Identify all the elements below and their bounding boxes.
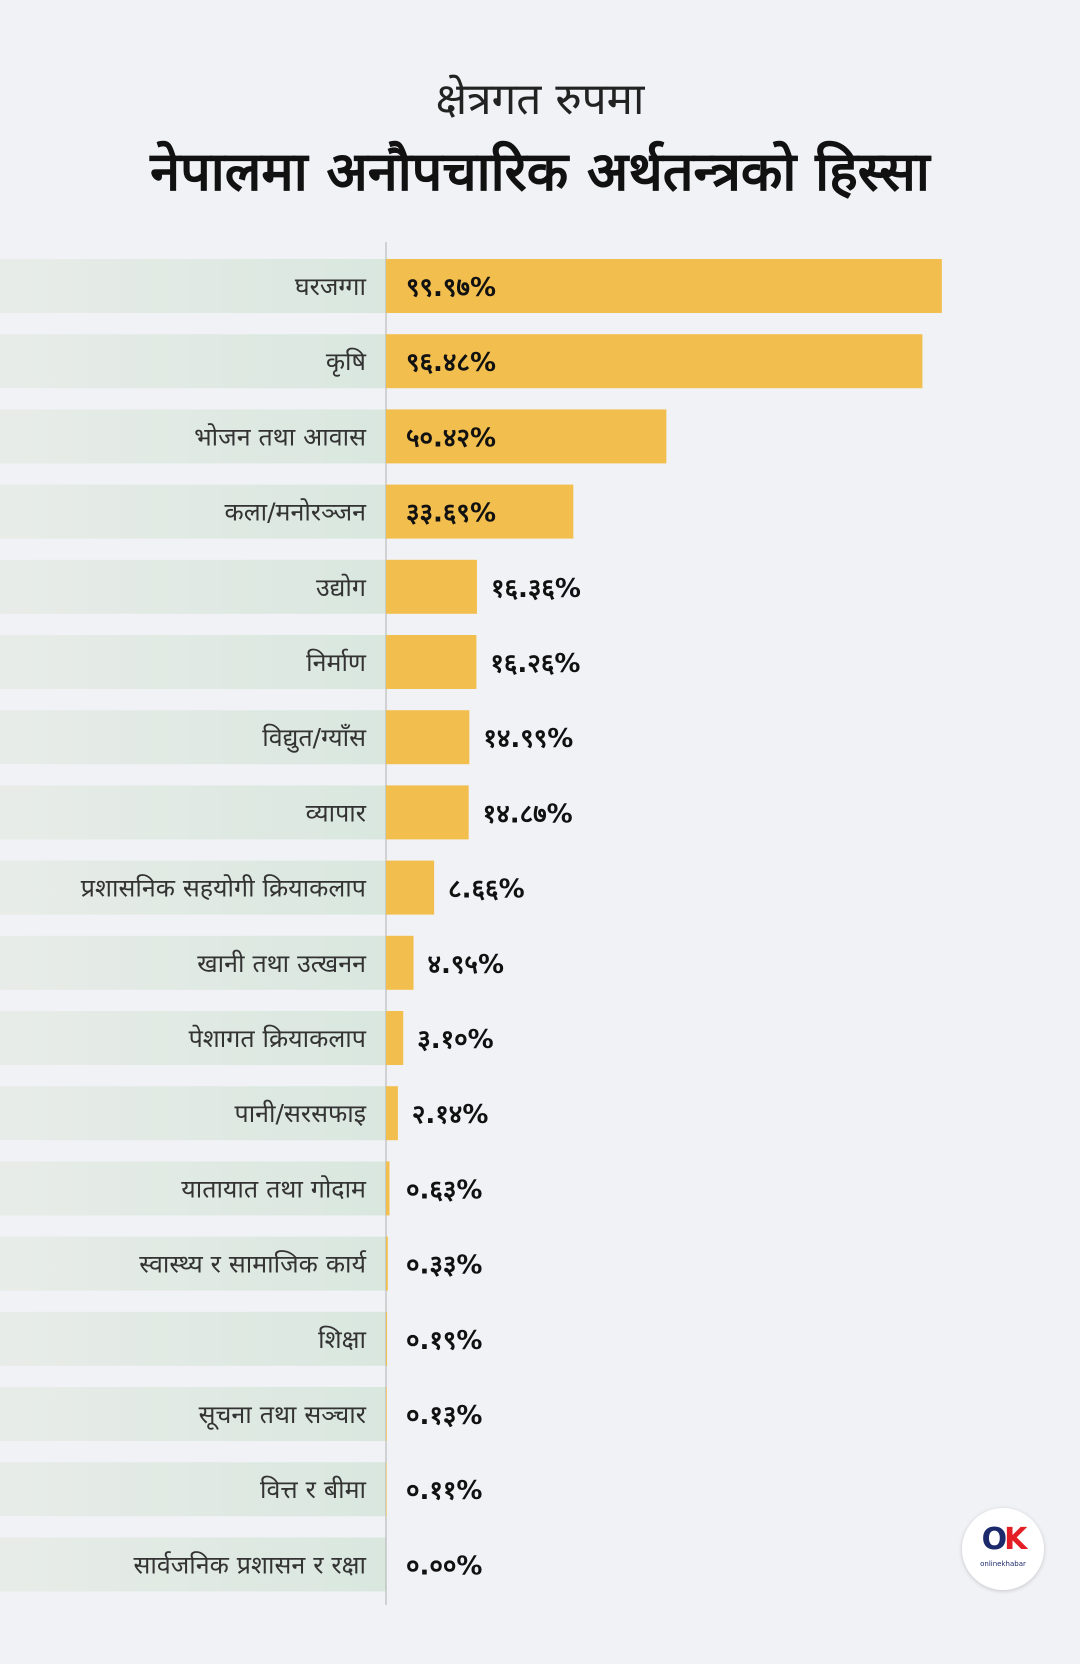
bar: [386, 484, 574, 539]
bar: [386, 860, 435, 915]
logo-text: onlinekhabar: [980, 1560, 1026, 1568]
bar: [386, 334, 923, 389]
category-band: [0, 1462, 386, 1517]
category-label: पानी/सरसफाइ: [235, 1099, 367, 1128]
category-label: सूचना तथा सञ्चार: [199, 1400, 367, 1430]
bar: [386, 1236, 388, 1291]
category-band: [0, 1086, 386, 1141]
category-band: [0, 935, 386, 990]
data-label: ५०.४२%: [406, 423, 496, 453]
category-band: [0, 334, 386, 389]
category-label: वित्त र बीमा: [260, 1475, 366, 1504]
category-label: कला/मनोरञ्जन: [225, 498, 368, 527]
category-band: [0, 1161, 386, 1216]
category-label: विद्युत/ग्याँस: [262, 723, 367, 753]
data-label: १६.२६%: [490, 649, 580, 679]
category-band: [0, 1236, 386, 1291]
category-band: [0, 710, 386, 765]
category-label: कृषि: [326, 347, 367, 377]
data-label: ३३.६९%: [406, 499, 496, 529]
data-label: २.१४%: [412, 1100, 489, 1130]
category-label: निर्माण: [306, 648, 367, 677]
chart-title: नेपालमा अनौपचारिक अर्थतन्त्रको हिस्सा: [150, 140, 930, 203]
category-label: शिक्षा: [318, 1325, 366, 1354]
data-label: ९९.९७%: [406, 273, 496, 303]
data-label: ०.११%: [406, 1476, 483, 1506]
data-label: १६.३६%: [491, 574, 581, 604]
category-label: व्यापार: [306, 798, 367, 827]
bar: [386, 1387, 387, 1441]
bar: [386, 935, 414, 990]
category-band: [0, 860, 386, 915]
category-label: पेशागत क्रियाकलाप: [189, 1024, 367, 1053]
data-label: ०.००%: [406, 1551, 483, 1581]
category-label: यातायात तथा गोदाम: [181, 1174, 367, 1203]
category-band: [0, 1011, 386, 1065]
bar: [386, 1161, 390, 1216]
bar: [386, 1086, 398, 1141]
category-band: [0, 259, 386, 313]
data-label: ९६.४८%: [406, 348, 496, 378]
data-label: १४.९९%: [483, 724, 573, 754]
bar: [386, 259, 942, 313]
data-label: ३.१०%: [417, 1025, 494, 1055]
data-label: ०.३३%: [406, 1251, 483, 1281]
bar: [386, 409, 667, 464]
category-label: भोजन तथा आवास: [194, 422, 367, 451]
category-label: सार्वजनिक प्रशासन र रक्षा: [133, 1550, 366, 1579]
category-label: खानी तथा उत्खनन: [197, 949, 367, 978]
category-band: [0, 1537, 386, 1592]
bar: [386, 635, 477, 689]
category-label: प्रशासनिक सहयोगी क्रियाकलाप: [81, 874, 367, 903]
category-band: [0, 484, 386, 539]
chart-header: क्षेत्रगत रुपमा नेपालमा अनौपचारिक अर्थतन…: [0, 70, 1080, 210]
category-label: उद्योग: [316, 573, 367, 602]
bar: [386, 1462, 387, 1517]
bar: [386, 785, 469, 840]
data-label: ०.१३%: [406, 1401, 483, 1431]
bar: [386, 559, 477, 614]
data-label: १४.८७%: [483, 799, 573, 829]
category-band: [0, 559, 386, 614]
data-label: ०.१९%: [406, 1326, 483, 1356]
logo-mark-o: O: [981, 1522, 1007, 1557]
bar: [386, 1311, 388, 1366]
category-label: घरजग्गा: [295, 272, 367, 301]
category-label: स्वास्थ्य र सामाजिक कार्य: [139, 1250, 367, 1279]
category-band: [0, 785, 386, 840]
bar: [386, 1011, 404, 1065]
onlinekhabar-logo: OK onlinekhabar: [962, 1508, 1044, 1590]
data-label: ८.६६%: [448, 875, 525, 905]
chart-subtitle: क्षेत्रगत रुपमा: [435, 74, 645, 125]
bar: [386, 710, 470, 765]
category-band: [0, 635, 386, 689]
category-band: [0, 1387, 386, 1441]
category-band: [0, 1311, 386, 1366]
category-band: [0, 409, 386, 464]
data-label: ०.६३%: [406, 1175, 483, 1205]
data-label: ४.९५%: [428, 950, 505, 980]
logo-mark-k: K: [1004, 1522, 1027, 1557]
